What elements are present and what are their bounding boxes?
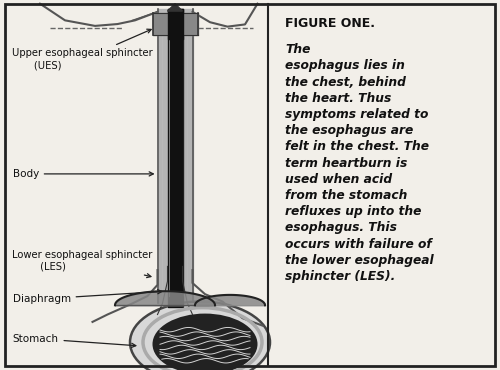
Text: The
esophagus lies in
the chest, behind
the heart. Thus
symptoms related to
the : The esophagus lies in the chest, behind … xyxy=(285,43,434,283)
Text: Stomach: Stomach xyxy=(12,333,136,347)
Polygon shape xyxy=(168,4,182,11)
Text: Diaphragm: Diaphragm xyxy=(12,290,162,304)
Text: Lower esophageal sphincter
         (LES): Lower esophageal sphincter (LES) xyxy=(12,250,153,278)
Text: Body: Body xyxy=(12,169,154,179)
Ellipse shape xyxy=(152,313,258,370)
Ellipse shape xyxy=(130,302,270,370)
Text: FIGURE ONE.: FIGURE ONE. xyxy=(285,17,375,30)
Text: Upper esophageal sphincter
       (UES): Upper esophageal sphincter (UES) xyxy=(12,29,153,70)
